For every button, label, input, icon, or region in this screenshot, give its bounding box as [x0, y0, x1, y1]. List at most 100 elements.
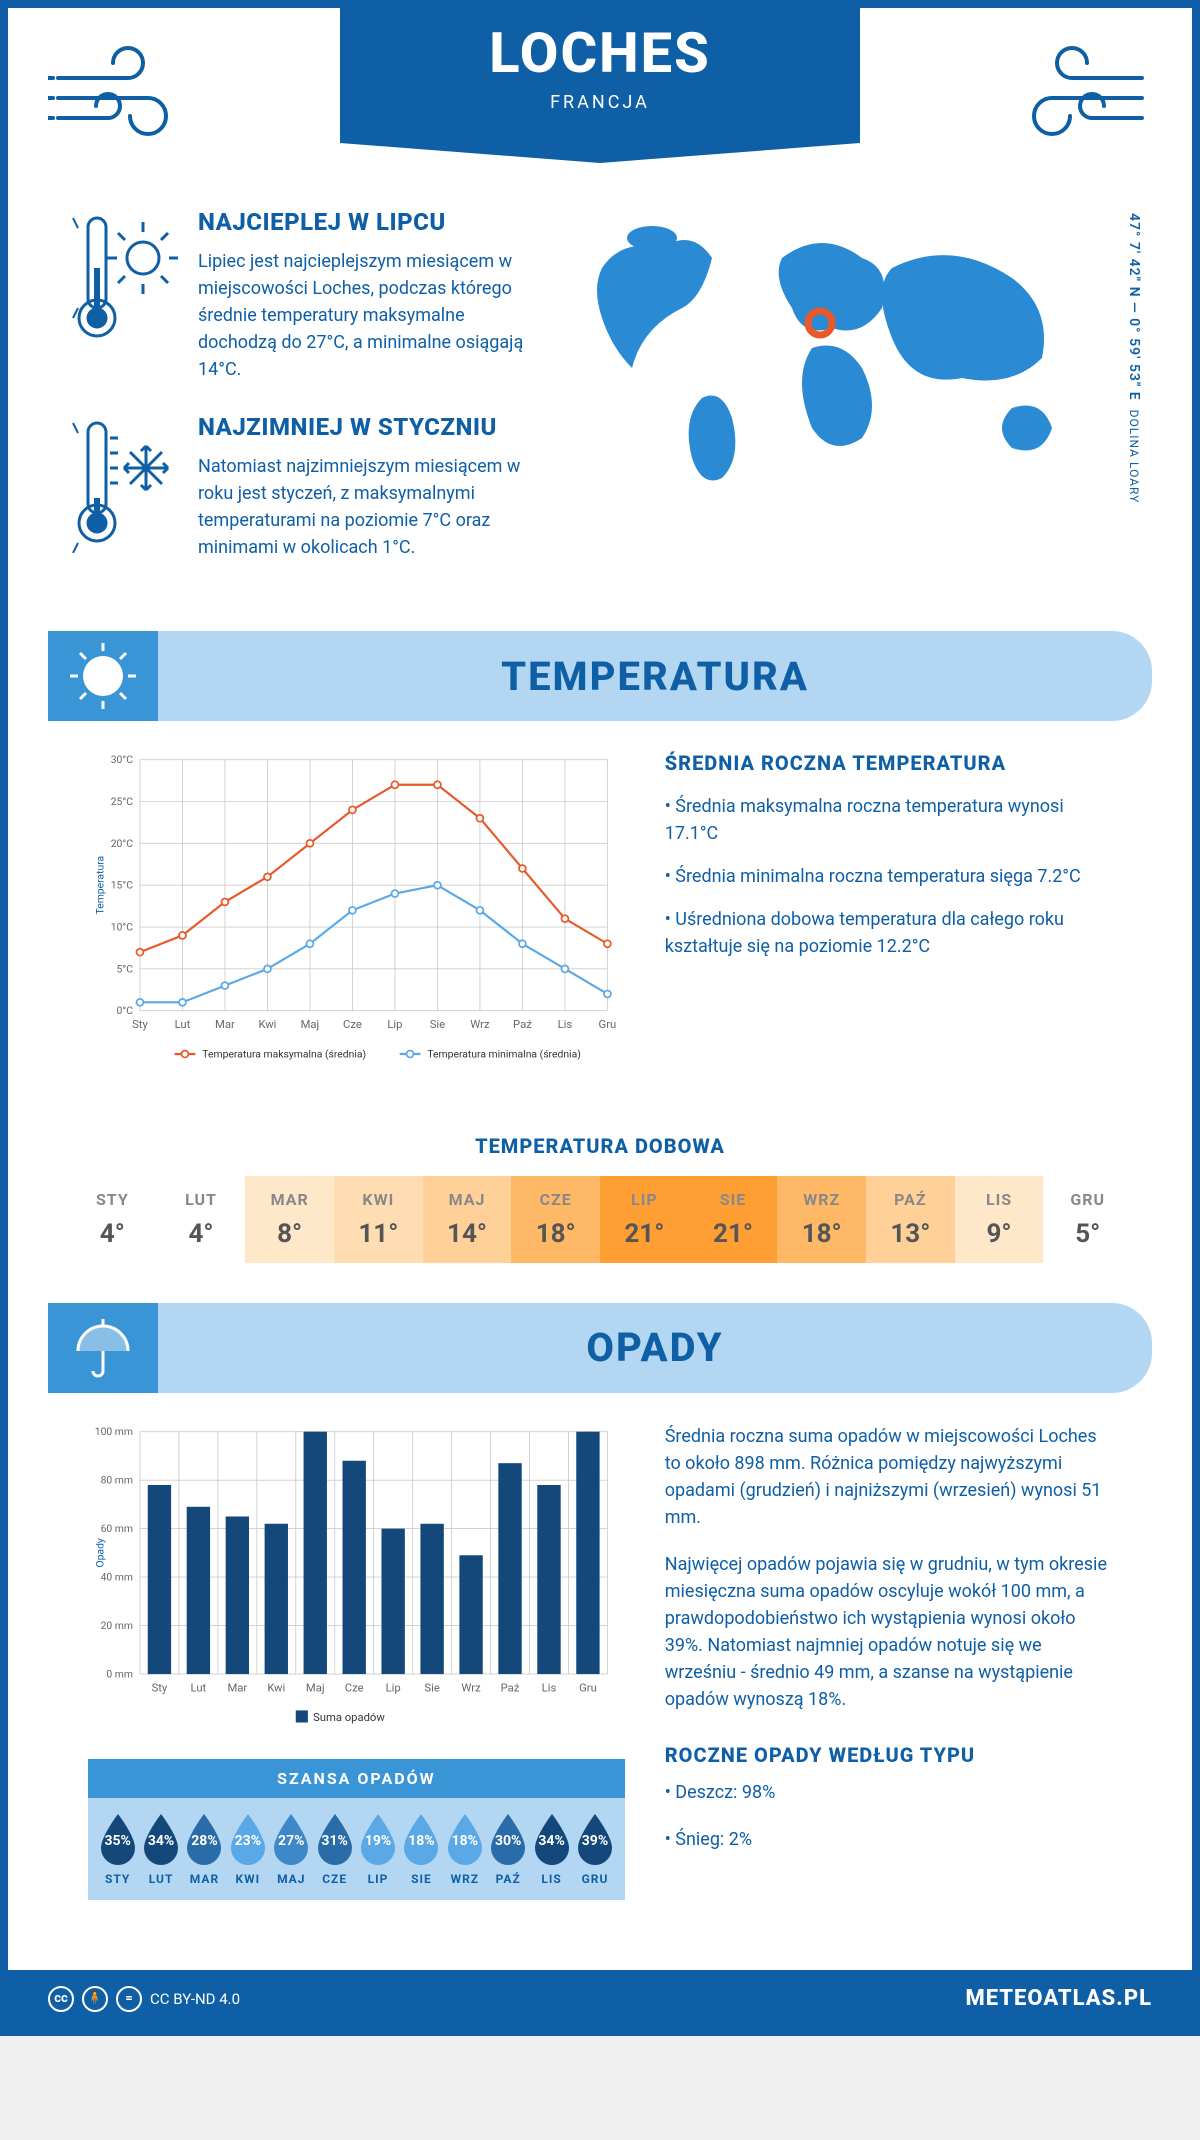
daily-cell: SIE21°: [689, 1176, 778, 1263]
svg-text:0°C: 0°C: [117, 1004, 134, 1017]
svg-text:Lis: Lis: [558, 1018, 573, 1031]
svg-text:30°C: 30°C: [111, 753, 134, 766]
temperature-facts: ŚREDNIA ROCZNA TEMPERATURA • Średnia mak…: [665, 751, 1112, 1084]
daily-cell: KWI11°: [334, 1176, 423, 1263]
svg-text:Kwi: Kwi: [267, 1681, 285, 1694]
precip-facts: Średnia roczna suma opadów w miejscowośc…: [665, 1423, 1112, 1900]
daily-cell: CZE18°: [511, 1176, 600, 1263]
svg-text:Temperatura maksymalna (średni: Temperatura maksymalna (średnia): [202, 1047, 366, 1060]
chance-cell: 34%LUT: [139, 1812, 182, 1886]
svg-text:Paź: Paź: [501, 1681, 520, 1694]
chance-cell: 35%STY: [96, 1812, 139, 1886]
svg-text:20 mm: 20 mm: [101, 1619, 133, 1632]
chance-cell: 23%KWI: [226, 1812, 269, 1886]
chance-cell: 39%GRU: [573, 1812, 616, 1886]
hottest-text: Lipiec jest najcieplejszym miesiącem w m…: [198, 248, 542, 383]
wind-icon-right: [1002, 38, 1152, 158]
svg-text:15°C: 15°C: [111, 879, 134, 892]
world-map-icon: [572, 208, 1092, 508]
svg-text:Sie: Sie: [424, 1681, 439, 1694]
title-banner: LOCHES FRANCJA: [340, 0, 860, 143]
cc-icon: cc: [48, 1986, 74, 2012]
svg-text:Temperatura minimalna (średnia: Temperatura minimalna (średnia): [427, 1047, 581, 1060]
header: LOCHES FRANCJA: [8, 8, 1192, 178]
precip-heading: OPADY: [158, 1324, 1152, 1371]
daily-cell: LIS9°: [955, 1176, 1044, 1263]
hottest-title: NAJCIEPLEJ W LIPCU: [198, 208, 542, 236]
infographic-page: LOCHES FRANCJA: [0, 0, 1200, 2036]
title-block: LOCHES FRANCJA: [198, 38, 1002, 143]
daily-cell: MAJ14°: [423, 1176, 512, 1263]
chance-table: SZANSA OPADÓW 35%STY34%LUT28%MAR23%KWI27…: [88, 1759, 625, 1900]
svg-text:Maj: Maj: [306, 1681, 325, 1694]
chance-cell: 18%SIE: [400, 1812, 443, 1886]
svg-text:25°C: 25°C: [111, 795, 134, 808]
svg-text:Maj: Maj: [301, 1018, 320, 1031]
svg-text:Kwi: Kwi: [258, 1018, 276, 1031]
sun-section-icon: [48, 631, 158, 721]
svg-text:40 mm: 40 mm: [101, 1571, 133, 1584]
chance-cell: 30%PAŹ: [487, 1812, 530, 1886]
chance-cell: 27%MAJ: [270, 1812, 313, 1886]
svg-text:Cze: Cze: [345, 1681, 364, 1694]
temperature-heading: TEMPERATURA: [158, 653, 1152, 700]
coldest-text: Natomiast najzimniejszym miesiącem w rok…: [198, 453, 542, 561]
nd-icon: =: [116, 1986, 142, 2012]
svg-text:Opady: Opady: [94, 1538, 107, 1567]
svg-text:0 mm: 0 mm: [106, 1667, 133, 1680]
svg-text:Wrz: Wrz: [461, 1681, 481, 1694]
temperature-chart: 0°C5°C10°C15°C20°C25°C30°CStyLutMarKwiMa…: [88, 751, 625, 1084]
svg-text:Wrz: Wrz: [470, 1018, 490, 1031]
umbrella-section-icon: [48, 1303, 158, 1393]
svg-text:Gru: Gru: [579, 1681, 597, 1694]
svg-text:Lut: Lut: [191, 1681, 207, 1694]
svg-text:Sie: Sie: [430, 1018, 445, 1031]
svg-text:Sty: Sty: [152, 1681, 168, 1694]
daily-cell: MAR8°: [245, 1176, 334, 1263]
intro-section: NAJCIEPLEJ W LIPCU Lipiec jest najcieple…: [8, 178, 1192, 631]
thermometer-cold-icon: [68, 413, 178, 553]
coldest-title: NAJZIMNIEJ W STYCZNIU: [198, 413, 542, 441]
daily-cell: WRZ18°: [777, 1176, 866, 1263]
chance-cell: 34%LIS: [530, 1812, 573, 1886]
svg-text:Sty: Sty: [132, 1018, 148, 1031]
daily-temp-title: TEMPERATURA DOBOWA: [8, 1134, 1192, 1158]
svg-text:Paź: Paź: [513, 1018, 532, 1031]
map-block: 47° 7' 42" N — 0° 59' 53" E DOLINA LOARY: [572, 208, 1132, 591]
license-block: cc 🧍 = CC BY-ND 4.0: [48, 1986, 240, 2012]
hottest-fact: NAJCIEPLEJ W LIPCU Lipiec jest najcieple…: [68, 208, 542, 383]
chance-cell: 31%CZE: [313, 1812, 356, 1886]
daily-temp-table: STY4°LUT4°MAR8°KWI11°MAJ14°CZE18°LIP21°S…: [68, 1176, 1132, 1263]
svg-text:80 mm: 80 mm: [101, 1474, 133, 1487]
chance-cell: 18%WRZ: [443, 1812, 486, 1886]
svg-text:Lut: Lut: [175, 1018, 191, 1031]
site-name: METEOATLAS.PL: [965, 1986, 1152, 2011]
daily-cell: GRU5°: [1043, 1176, 1132, 1263]
precip-chart: 0 mm 20 mm 40 mm 60 mm 80 mm 100 mm Sty Lut Mar K…: [88, 1423, 625, 1900]
coldest-fact: NAJZIMNIEJ W STYCZNIU Natomiast najzimni…: [68, 413, 542, 561]
svg-text:Lip: Lip: [387, 1018, 402, 1031]
by-icon: 🧍: [82, 1986, 108, 2012]
svg-text:10°C: 10°C: [111, 920, 134, 933]
svg-text:Lis: Lis: [542, 1681, 557, 1694]
city-name: LOCHES: [380, 20, 820, 86]
daily-cell: PAŹ13°: [866, 1176, 955, 1263]
chance-cell: 19%LIP: [356, 1812, 399, 1886]
svg-text:Mar: Mar: [227, 1681, 247, 1694]
temperature-section-bar: TEMPERATURA: [48, 631, 1152, 721]
svg-text:20°C: 20°C: [111, 837, 134, 850]
svg-text:Gru: Gru: [599, 1018, 617, 1031]
wind-icon-left: [48, 38, 198, 158]
svg-text:Mar: Mar: [215, 1018, 235, 1031]
daily-cell: LIP21°: [600, 1176, 689, 1263]
country-name: FRANCJA: [380, 92, 820, 113]
svg-text:100 mm: 100 mm: [95, 1425, 133, 1438]
svg-text:Cze: Cze: [343, 1018, 362, 1031]
svg-text:Temperatura: Temperatura: [94, 856, 107, 915]
svg-text:Lip: Lip: [386, 1681, 401, 1694]
thermometer-hot-icon: [68, 208, 178, 348]
svg-text:60 mm: 60 mm: [101, 1522, 133, 1535]
footer: cc 🧍 = CC BY-ND 4.0 METEOATLAS.PL: [8, 1970, 1192, 2028]
chance-cell: 28%MAR: [183, 1812, 226, 1886]
coordinates: 47° 7' 42" N — 0° 59' 53" E DOLINA LOARY: [1126, 208, 1142, 508]
